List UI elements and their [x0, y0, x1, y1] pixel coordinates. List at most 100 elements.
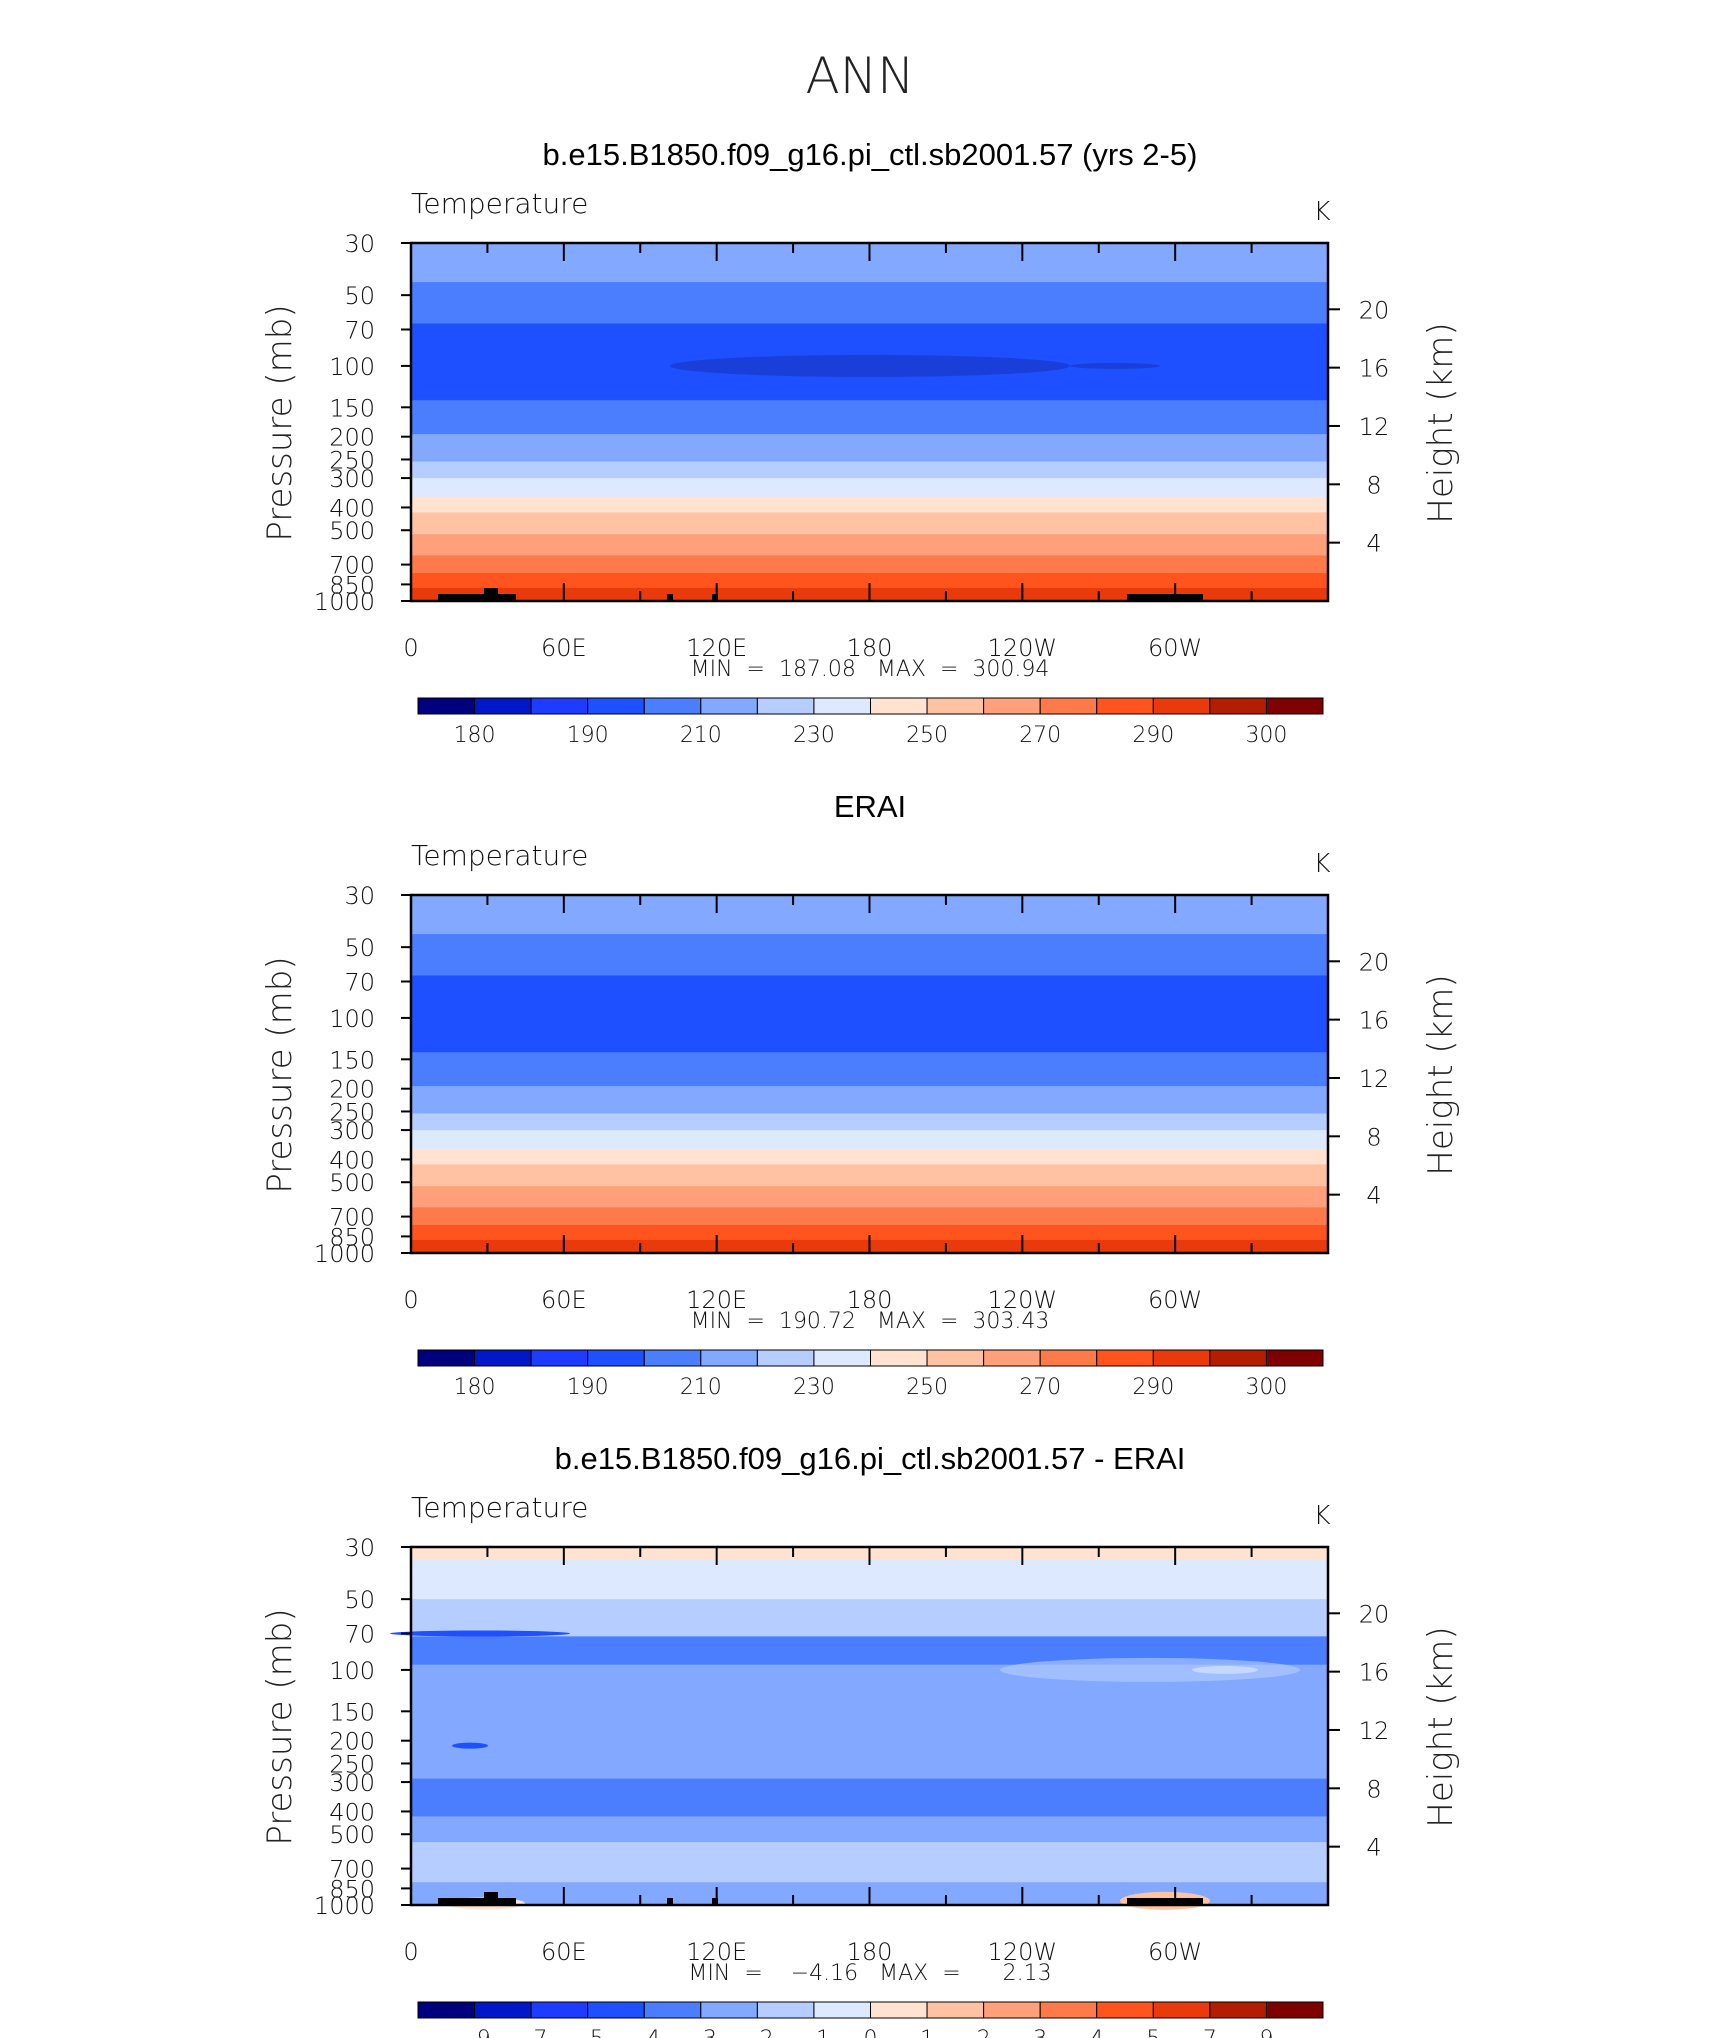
colorbar-box	[870, 1349, 928, 1367]
contour-band	[411, 1224, 1328, 1241]
y-tick-label: 300	[329, 465, 375, 493]
x-tick-label: 120W	[988, 634, 1058, 662]
y-tick-label: 850	[329, 571, 375, 599]
colorbar-box	[417, 2001, 476, 2019]
page-title: ANN	[805, 47, 914, 105]
x-axis: 0 60E 120E 180 120W 60W	[403, 1547, 1329, 1966]
x-tick-label: 120E	[686, 634, 747, 662]
colorbar-box	[643, 697, 702, 715]
contour-band	[411, 1186, 1328, 1209]
topography-block	[438, 594, 516, 601]
y-tick-label: 30	[344, 882, 375, 910]
contour-band	[411, 461, 1328, 479]
y-tick-label: 250	[329, 1098, 375, 1126]
colorbar-label: 3	[1033, 2027, 1047, 2038]
y-tick-label: 150	[329, 1698, 375, 1726]
colorbar-box	[756, 1349, 815, 1367]
colorbar-box	[587, 1349, 645, 1367]
y-right-tick-label: 12	[1359, 1065, 1390, 1093]
colorbar-box	[983, 1349, 1041, 1367]
contour-band	[411, 1148, 1328, 1166]
colorbar: 180 190 210 230 250 270 290 300	[417, 697, 1324, 748]
contour-band	[411, 1086, 1328, 1115]
colorbar-label: −4	[628, 2027, 660, 2038]
topography-block	[1127, 1898, 1203, 1905]
colorbar-box	[530, 1349, 589, 1367]
chart-title: b.e15.B1850.f09_g16.pi_ctl.sb2001.57 - E…	[555, 1441, 1186, 1476]
y-tick-label: 50	[344, 1586, 375, 1614]
y-tick-label: 300	[329, 1769, 375, 1797]
colorbar-label: 210	[680, 723, 722, 748]
y-tick-label: 500	[329, 517, 375, 545]
y-right-tick-label: 20	[1359, 1600, 1390, 1628]
x-tick-label: 60W	[1148, 1286, 1202, 1314]
y-right-axis-label: Height (km)	[1421, 1626, 1461, 1827]
colorbar-box	[1152, 2001, 1211, 2019]
colorbar: 180 190 210 230 250 270 290 300	[417, 1349, 1324, 1400]
contour-band	[411, 534, 1328, 557]
y-right-tick-label: 20	[1359, 296, 1390, 324]
y-tick-label: 30	[344, 1534, 375, 1562]
colorbar-box	[756, 697, 815, 715]
y-tick-label: 250	[329, 446, 375, 474]
y-right-tick-label: 16	[1359, 355, 1390, 383]
topography-block	[1127, 594, 1203, 601]
colorbar-box	[926, 697, 985, 715]
y-axis-label: Pressure (mb)	[260, 304, 300, 541]
colorbar-box	[1265, 1349, 1324, 1367]
y-right-tick-label: 8	[1366, 1775, 1381, 1803]
y-right-axis-label: Height (km)	[1421, 974, 1461, 1175]
x-axis: 0 60E 120E 180 120W 60W	[403, 895, 1329, 1314]
x-tick-label: 120E	[686, 1286, 747, 1314]
x-tick-label: 60W	[1148, 1938, 1202, 1966]
y-tick-label: 1000	[314, 1240, 375, 1268]
x-tick-label: 180	[847, 634, 893, 662]
contour-band	[411, 934, 1328, 977]
colorbar-label: 4	[1090, 2027, 1104, 2038]
x-tick-label: 180	[847, 1286, 893, 1314]
colorbar-box	[983, 697, 1041, 715]
x-tick-label: 0	[403, 1286, 418, 1314]
colorbar-box	[1209, 697, 1267, 715]
contour-band	[411, 1113, 1328, 1131]
colorbar-box	[1152, 697, 1211, 715]
colorbar-box	[700, 697, 758, 715]
colorbar-label: 270	[1019, 1375, 1061, 1400]
colorbar-label: 9	[1259, 2027, 1273, 2038]
left-string: Temperature	[411, 1491, 588, 1524]
colorbar-box	[530, 697, 589, 715]
contour-feature	[670, 354, 1070, 377]
left-string: Temperature	[411, 839, 588, 872]
x-tick-label: 120W	[988, 1938, 1058, 1966]
colorbar-label: 230	[793, 723, 835, 748]
colorbar-label: 250	[906, 1375, 948, 1400]
colorbar-box	[756, 2001, 815, 2019]
y-tick-label: 200	[329, 1728, 375, 1756]
x-tick-label: 120E	[686, 1938, 747, 1966]
min-max-stats: MIN = 190.72 MAX = 303.43	[691, 1309, 1050, 1334]
colorbar-box	[474, 697, 532, 715]
colorbar-label: 210	[680, 1375, 722, 1400]
contour-band	[411, 975, 1328, 1053]
colorbar-label: 7	[1203, 2027, 1217, 2038]
colorbar-label: 300	[1245, 723, 1287, 748]
colorbar-label: 250	[906, 723, 948, 748]
colorbar-box	[417, 697, 476, 715]
y-right-tick-label: 12	[1359, 1717, 1390, 1745]
contour-band	[411, 1842, 1328, 1883]
colorbar-label: 290	[1132, 723, 1174, 748]
y-tick-label: 400	[329, 1798, 375, 1826]
contour-band	[411, 512, 1328, 535]
topography-block	[438, 1898, 516, 1905]
topography-block	[667, 594, 673, 601]
contour-feature	[1000, 1657, 1300, 1682]
panel-model: b.e15.B1850.f09_g16.pi_ctl.sb2001.57 (yr…	[260, 137, 1461, 748]
colorbar-box	[926, 2001, 985, 2019]
contour-band	[411, 1778, 1328, 1818]
y-tick-label: 850	[329, 1223, 375, 1251]
colorbar-box	[643, 1349, 702, 1367]
contour-fill	[411, 243, 1328, 602]
colorbar-box	[813, 697, 871, 715]
